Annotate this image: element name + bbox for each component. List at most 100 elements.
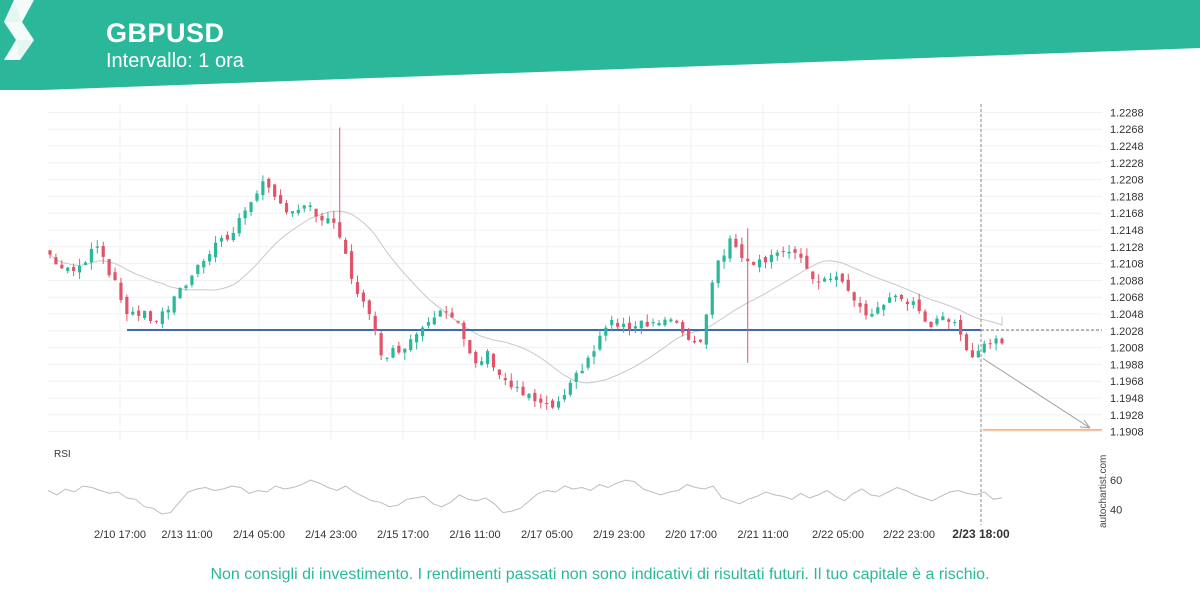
candle-body	[586, 357, 590, 368]
candle-body	[249, 202, 253, 213]
candle-body	[202, 261, 206, 268]
candle-body	[604, 327, 608, 336]
y-tick-label: 1.2128	[1110, 242, 1144, 254]
candle-body	[982, 343, 986, 353]
candle-body	[54, 257, 58, 265]
x-tick-label: 2/22 23:00	[883, 529, 935, 541]
candle-body	[870, 313, 874, 317]
candle-body	[769, 254, 773, 263]
candle-body	[669, 319, 673, 322]
candle-body	[947, 319, 951, 322]
rsi-tick-label: 60	[1110, 475, 1122, 487]
candle-body	[911, 301, 915, 305]
candle-body	[527, 393, 531, 399]
candle-body	[846, 279, 850, 291]
candle-body	[899, 294, 904, 300]
candle-body	[219, 237, 224, 242]
x-tick-label: 2/16 11:00	[449, 529, 500, 541]
candle-body	[539, 398, 543, 403]
candle-body	[681, 321, 685, 333]
candle-body	[485, 351, 490, 365]
candle-body	[385, 357, 389, 359]
candle-body	[314, 208, 318, 217]
candle-body	[403, 348, 407, 353]
candle-body	[279, 195, 283, 204]
candle-body	[740, 244, 744, 259]
candle-body	[131, 311, 135, 315]
y-tick-label: 1.2068	[1110, 292, 1144, 304]
candle-body	[320, 215, 324, 221]
candle-body	[355, 282, 360, 294]
candle-body	[72, 266, 76, 271]
candle-body	[444, 311, 448, 313]
y-tick-label: 1.2188	[1110, 191, 1144, 203]
interval-subtitle: Intervallo: 1 ora	[106, 50, 244, 72]
candle-body	[166, 309, 170, 313]
candle-body	[568, 382, 572, 395]
projection-arrow-head	[1079, 419, 1091, 429]
candle-body	[160, 311, 164, 325]
candle-body	[556, 401, 561, 408]
rsi-label: RSI	[54, 449, 71, 460]
candle-body	[125, 296, 129, 315]
candle-body	[616, 322, 620, 327]
projection-arrow-line	[982, 358, 1091, 429]
candle-body	[651, 322, 655, 324]
candle-body	[172, 296, 176, 313]
candle-body	[107, 259, 111, 276]
candle-body	[154, 320, 159, 322]
symbol-title: GBPUSD	[106, 18, 225, 48]
x-tick-label: 2/21 11:00	[737, 529, 788, 541]
candle-body	[710, 282, 714, 315]
y-tick-label: 1.2168	[1110, 208, 1144, 220]
candle-body	[326, 218, 330, 224]
candle-body	[373, 315, 377, 331]
x-tick-label: 2/15 17:00	[377, 529, 429, 541]
candle-body	[243, 210, 247, 219]
candle-body	[752, 261, 756, 265]
rsi-line	[47, 479, 1003, 515]
candle-body	[805, 255, 809, 269]
y-tick-label: 1.2228	[1110, 158, 1144, 170]
candle-body	[905, 301, 909, 305]
y-tick-label: 1.2208	[1110, 175, 1144, 187]
candle-body	[397, 345, 401, 353]
candle-body	[273, 184, 277, 197]
candle-body	[119, 282, 123, 300]
candle-body	[213, 242, 218, 258]
candle-body	[391, 348, 395, 358]
candle-body	[781, 251, 785, 253]
y-tick-label: 1.1968	[1110, 376, 1144, 388]
candle-body	[633, 326, 637, 329]
candle-body	[290, 211, 295, 214]
candle-body	[592, 351, 596, 357]
candle-body	[834, 276, 839, 280]
candle-body	[480, 361, 484, 365]
y-tick-label: 1.1928	[1110, 410, 1144, 422]
candle-body	[728, 238, 732, 259]
candle-body	[935, 318, 939, 325]
candle-body	[237, 217, 241, 234]
candle-body	[551, 400, 555, 408]
candle-body	[474, 351, 478, 364]
candle-body	[190, 275, 194, 285]
y-tick-label: 1.1988	[1110, 359, 1144, 371]
candle-body	[60, 264, 64, 269]
candle-body	[882, 304, 886, 310]
autochartist-s-logo-icon	[4, 0, 34, 60]
candle-body	[787, 251, 791, 254]
candle-body	[497, 369, 501, 375]
candle-body	[923, 311, 927, 322]
candle-body	[196, 264, 200, 274]
y-tick-label: 1.1948	[1110, 393, 1144, 405]
candle-body	[261, 181, 265, 196]
candle-body	[893, 295, 898, 298]
candle-body	[503, 378, 507, 381]
candle-body	[332, 218, 336, 223]
candle-body	[574, 372, 578, 382]
candle-body	[621, 323, 626, 328]
candle-body	[639, 320, 643, 329]
y-tick-label: 1.2268	[1110, 124, 1144, 136]
candle-body	[533, 392, 537, 402]
candle-body	[663, 319, 667, 326]
